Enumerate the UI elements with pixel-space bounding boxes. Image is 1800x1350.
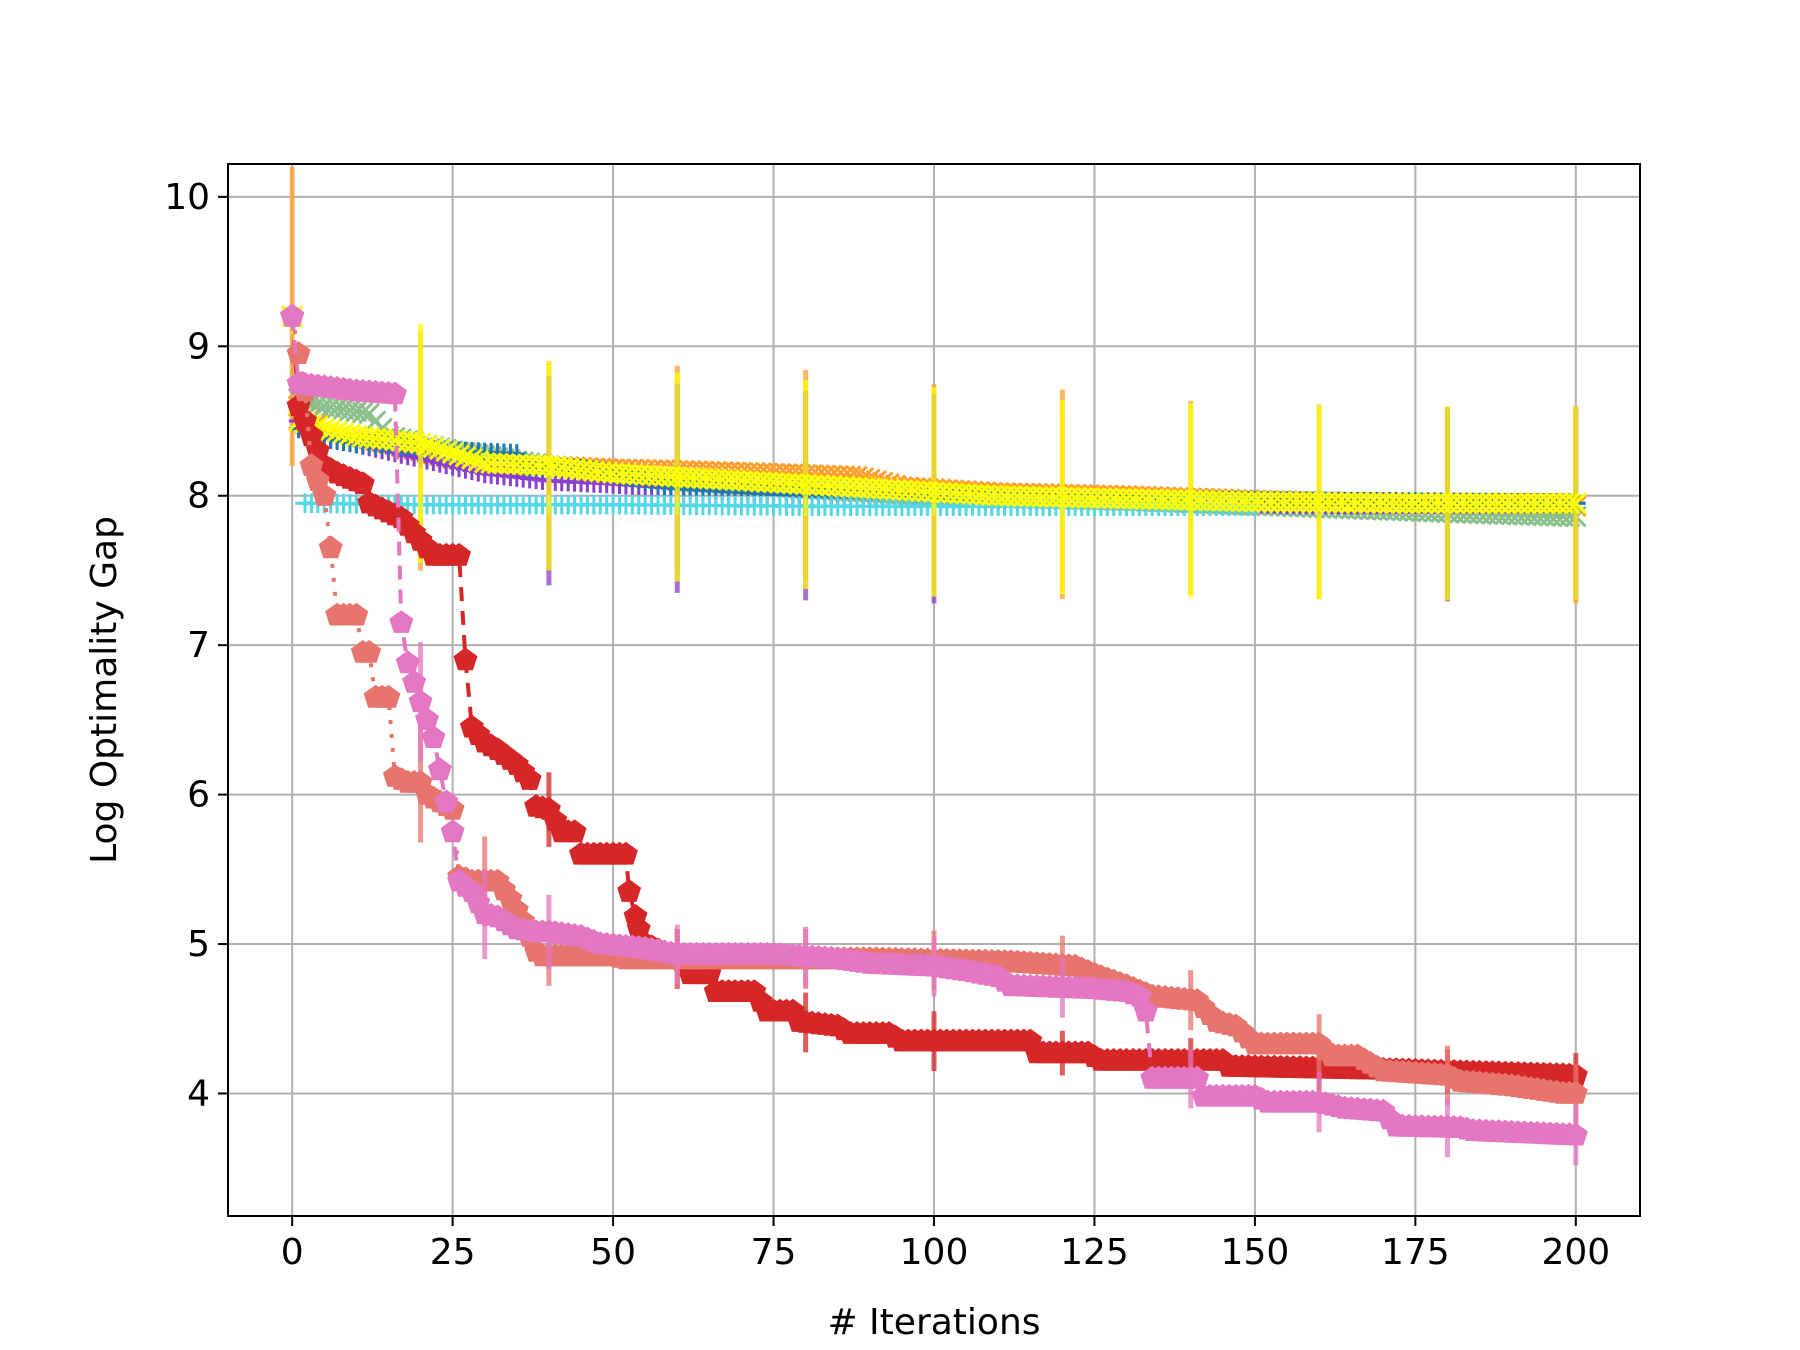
- x-tick-label: 50: [590, 1232, 636, 1273]
- y-axis-label: Log Optimality Gap: [84, 516, 125, 864]
- data-point: [428, 438, 451, 461]
- data-point: [448, 444, 470, 466]
- data-point: [415, 707, 439, 731]
- data-point: [1185, 1065, 1210, 1089]
- data-point: [421, 725, 446, 748]
- x-tick-label: 125: [1060, 1232, 1129, 1273]
- x-tick-label: 175: [1381, 1232, 1450, 1273]
- data-point: [408, 689, 433, 713]
- x-tick-label: 0: [281, 1232, 304, 1273]
- data-point: [427, 757, 452, 781]
- series-5: [281, 305, 1587, 601]
- data-point: [280, 303, 305, 327]
- data-point: [344, 602, 369, 626]
- y-tick-label: 4: [187, 1073, 210, 1114]
- data-point: [517, 767, 542, 790]
- series-8: [280, 303, 1588, 1166]
- data-point: [357, 640, 382, 663]
- x-tick-label: 25: [430, 1232, 476, 1273]
- data-point: [454, 446, 477, 468]
- data-point: [286, 341, 311, 364]
- data-point: [312, 483, 337, 506]
- data-point: [617, 879, 642, 902]
- data-point: [434, 789, 459, 813]
- y-tick-label: 8: [187, 476, 210, 517]
- data-point: [351, 401, 374, 424]
- data-point: [613, 841, 638, 865]
- data-point: [562, 819, 587, 843]
- data-point: [376, 684, 401, 708]
- data-point: [1564, 492, 1587, 515]
- data-point: [319, 419, 342, 441]
- y-tick-label: 7: [187, 625, 210, 666]
- data-point: [326, 420, 348, 443]
- data-point: [395, 650, 420, 674]
- x-tick-label: 200: [1541, 1232, 1610, 1273]
- data-point: [350, 471, 375, 494]
- y-tick-label: 6: [187, 775, 210, 816]
- data-point: [422, 436, 445, 459]
- x-tick-label: 150: [1221, 1232, 1290, 1273]
- data-point: [453, 647, 478, 671]
- x-tick-label: 100: [900, 1232, 969, 1273]
- data-point: [402, 669, 427, 693]
- data-point: [416, 434, 438, 457]
- data-point: [409, 432, 432, 455]
- y-tick-label: 5: [187, 924, 210, 965]
- data-point: [441, 442, 464, 465]
- data-point: [1563, 1080, 1588, 1104]
- data-point: [440, 819, 465, 843]
- data-point: [403, 431, 425, 454]
- data-point: [507, 444, 527, 464]
- data-point: [461, 448, 483, 470]
- data-series: [280, 166, 1588, 1166]
- y-tick-label: 9: [187, 326, 210, 367]
- data-point: [389, 610, 414, 633]
- x-axis-label: # Iterations: [827, 1302, 1040, 1343]
- data-point: [332, 422, 355, 444]
- data-point: [382, 381, 407, 405]
- data-point: [435, 440, 458, 463]
- axis-ticks: 0 25 50 75 100 125 150 175 200 4 5 6 7 8 9 10: [164, 177, 1610, 1273]
- data-point: [1133, 998, 1158, 1022]
- x-tick-label: 75: [751, 1232, 797, 1273]
- data-point: [1563, 1122, 1588, 1146]
- y-tick-label: 10: [164, 177, 210, 218]
- data-point: [318, 535, 343, 559]
- data-point: [447, 542, 471, 566]
- data-point: [1558, 492, 1581, 515]
